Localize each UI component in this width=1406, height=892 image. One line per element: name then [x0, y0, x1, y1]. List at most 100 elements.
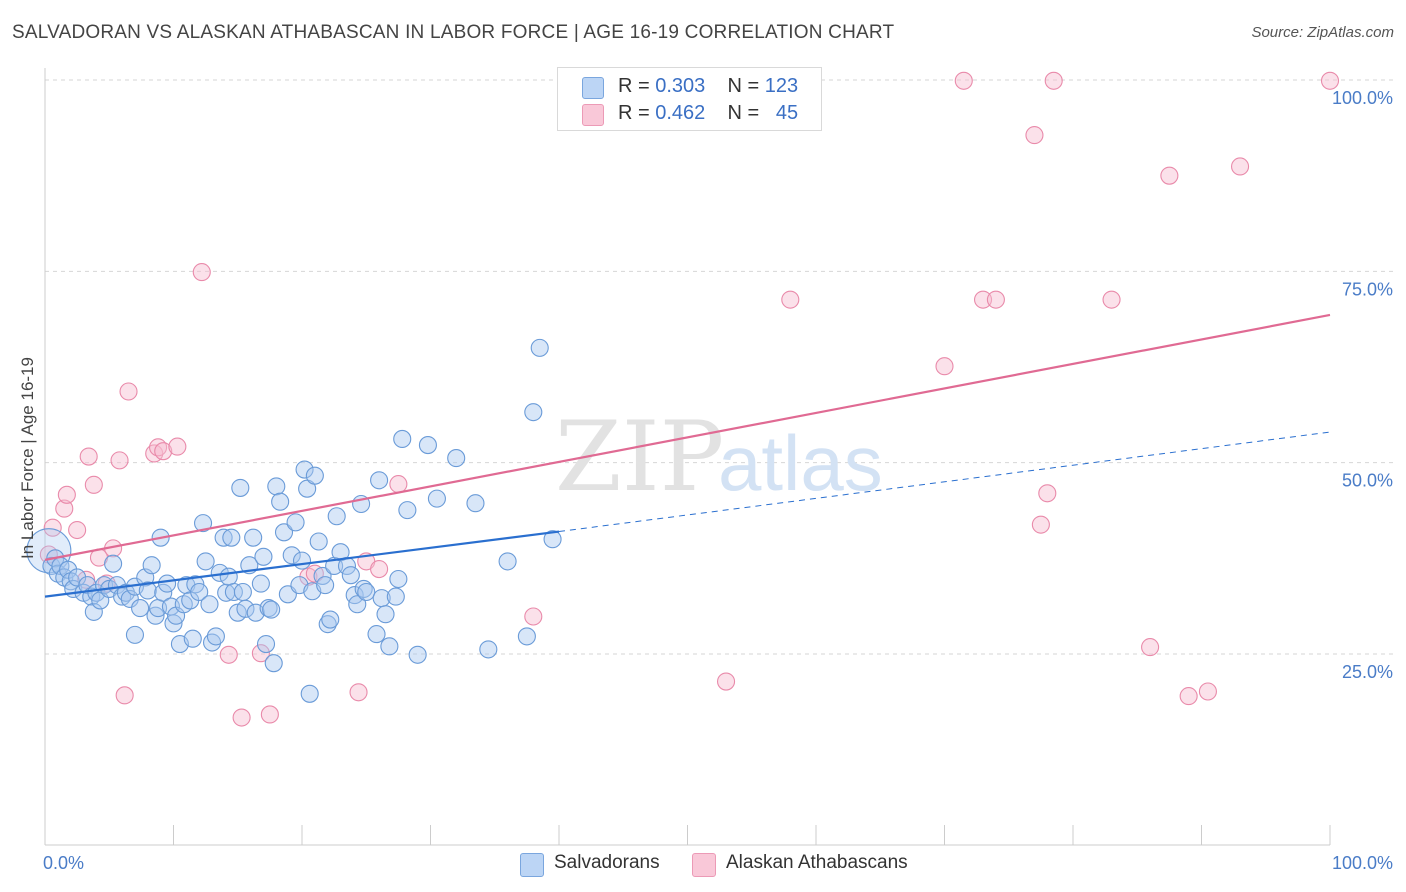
legend-r-label-1: R = [618, 75, 650, 97]
point-salvadorans-53 [222, 528, 241, 547]
point-salvadorans-92 [348, 595, 367, 614]
legend-n-label-2: N = [727, 102, 760, 124]
point-salvadorans-41 [183, 629, 202, 648]
point-salvadorans-32 [154, 583, 173, 602]
point-salvadorans-94 [354, 579, 373, 598]
y-tick-label-25: 25.0% [1342, 662, 1393, 682]
point-alaskan-athabascans-39 [1044, 71, 1063, 90]
point-salvadorans-101 [386, 587, 405, 606]
point-salvadorans-45 [196, 552, 215, 571]
bottom-legend-swatch-blue [520, 853, 544, 877]
chart-title: SALVADORAN VS ALASKAN ATHABASCAN IN LABO… [12, 22, 895, 43]
tick-labels: 25.0% 50.0% 75.0% 100.0% 0.0% 100.0% [43, 88, 1393, 873]
point-salvadorans-105 [408, 645, 427, 664]
legend-r-value-2: 0.462 [655, 102, 706, 124]
point-salvadorans-69 [271, 492, 290, 511]
point-salvadorans-52 [219, 567, 238, 586]
watermark-atlas: atlas [718, 419, 883, 507]
point-salvadorans-70 [274, 523, 294, 542]
point-salvadorans-108 [447, 449, 466, 468]
trend-line-salvadorans [44, 530, 560, 598]
series-salvadorans-points [26, 338, 562, 703]
point-salvadorans-27 [138, 581, 157, 600]
point-alaskan-athabascans-37 [1031, 515, 1050, 534]
point-alaskan-athabascans-34 [973, 290, 993, 309]
point-salvadorans-57 [233, 582, 252, 602]
point-alaskan-athabascans-29 [524, 607, 543, 626]
legend-swatch-blue [582, 77, 604, 99]
point-salvadorans-13 [84, 602, 103, 621]
point-salvadorans-48 [206, 627, 225, 646]
point-salvadorans-102 [389, 569, 408, 589]
axes [44, 68, 1331, 846]
series-alaskan-athabascans-points [39, 71, 1340, 727]
point-salvadorans-100 [380, 637, 399, 656]
y-tick-label-75: 75.0% [1342, 279, 1393, 299]
point-alaskan-athabascans-20 [232, 708, 251, 727]
point-alaskan-athabascans-1 [43, 518, 62, 537]
point-salvadorans-33 [158, 574, 177, 593]
bottom-legend-label-salvadorans: Salvadorans [554, 852, 660, 873]
point-salvadorans-110 [479, 640, 498, 659]
point-salvadorans-64 [256, 635, 276, 654]
point-salvadorans-99 [376, 605, 395, 624]
point-alaskan-athabascans-21 [251, 644, 270, 663]
point-alaskan-athabascans-19 [219, 645, 238, 664]
point-alaskan-athabascans-30 [716, 672, 736, 691]
point-alaskan-athabascans-35 [986, 290, 1005, 309]
point-alaskan-athabascans-16 [154, 442, 173, 461]
legend-r-label-2: R = [618, 102, 650, 124]
point-alaskan-athabascans-2 [55, 499, 74, 518]
point-salvadorans-85 [321, 610, 340, 629]
point-salvadorans-18 [104, 554, 123, 573]
point-salvadorans-106 [418, 436, 437, 455]
point-alaskan-athabascans-13 [119, 382, 138, 401]
point-salvadorans-66 [262, 600, 281, 619]
y-tick-label-50: 50.0% [1342, 471, 1393, 491]
trend-line-alaskan-athabascans [44, 313, 1331, 561]
point-salvadorans-115 [543, 530, 562, 549]
point-salvadorans-114 [530, 338, 549, 357]
point-alaskan-athabascans-32 [935, 357, 954, 376]
point-salvadorans-78 [300, 684, 319, 703]
point-alaskan-athabascans-43 [1179, 687, 1198, 706]
point-salvadorans-80 [305, 466, 324, 485]
legend-swatch-pink [582, 104, 604, 126]
point-alaskan-athabascans-11 [110, 451, 129, 470]
point-alaskan-athabascans-3 [57, 485, 76, 504]
point-alaskan-athabascans-4 [68, 520, 87, 540]
point-alaskan-athabascans-28 [389, 475, 408, 494]
point-salvadorans-113 [524, 403, 543, 422]
point-salvadorans-75 [292, 551, 312, 570]
point-salvadorans-63 [254, 547, 273, 566]
point-alaskan-athabascans-45 [1231, 157, 1250, 176]
point-salvadorans-73 [286, 513, 305, 532]
point-alaskan-athabascans-25 [349, 683, 368, 702]
point-alaskan-athabascans-38 [1038, 484, 1057, 503]
point-salvadorans-83 [316, 576, 335, 595]
point-salvadorans-67 [264, 654, 283, 673]
point-salvadorans-111 [498, 552, 517, 571]
point-salvadorans-56 [231, 478, 250, 497]
bottom-legend-label-alaskan-athabascans: Alaskan Athabascans [726, 852, 908, 873]
y-tick-label-100: 100.0% [1332, 88, 1393, 108]
point-salvadorans-44 [194, 514, 213, 533]
point-salvadorans-112 [517, 627, 536, 646]
point-alaskan-athabascans-7 [84, 475, 103, 494]
point-salvadorans-76 [295, 460, 314, 479]
bottom-legend-swatch-pink [692, 853, 716, 877]
point-salvadorans-60 [244, 528, 263, 547]
point-alaskan-athabascans-33 [954, 71, 973, 90]
source-label: Source: ZipAtlas.com [1251, 24, 1394, 41]
point-salvadorans-107 [427, 489, 446, 508]
legend-n-label-1: N = [727, 75, 760, 97]
point-salvadorans-72 [282, 546, 301, 565]
point-alaskan-athabascans-42 [1160, 166, 1179, 185]
point-alaskan-athabascans-22 [260, 705, 279, 724]
point-alaskan-athabascans-40 [1102, 290, 1121, 309]
point-alaskan-athabascans-41 [1141, 638, 1160, 657]
point-salvadorans-9 [68, 568, 87, 587]
point-salvadorans-28 [142, 556, 161, 575]
point-alaskan-athabascans-12 [115, 686, 134, 705]
